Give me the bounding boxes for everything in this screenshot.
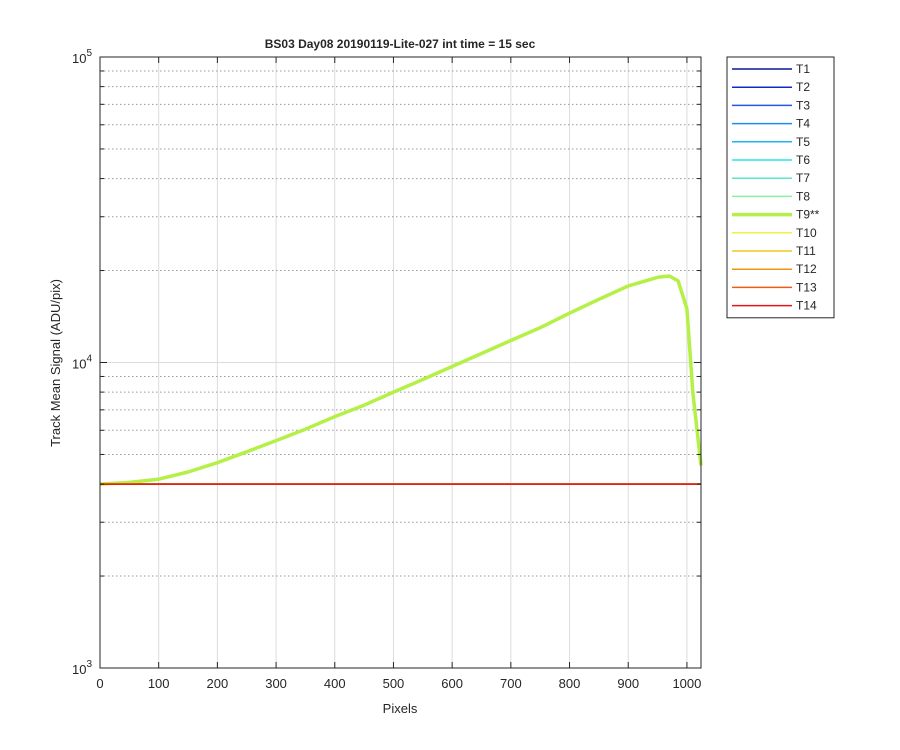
grid: [100, 57, 701, 668]
x-tick-label: 1000: [672, 676, 701, 691]
x-tick-label: 100: [148, 676, 170, 691]
y-tick-label-base: 10: [72, 357, 86, 372]
x-axis-label: Pixels: [383, 701, 418, 716]
legend-label: T10: [796, 226, 817, 240]
legend-box: [726, 56, 835, 319]
legend-label: T13: [796, 280, 817, 294]
legend-label: T4: [796, 117, 810, 131]
x-tick-label: 200: [207, 676, 229, 691]
legend-item-t9[interactable]: T9**: [732, 208, 820, 222]
legend-label: T3: [796, 98, 810, 112]
y-tick-label-base: 10: [72, 662, 86, 677]
legend-label: T11: [796, 244, 816, 258]
y-tick-label-base: 10: [72, 51, 86, 66]
legend-item-t13[interactable]: T13: [732, 280, 817, 294]
legend-label: T8: [796, 189, 810, 203]
legend-label: T2: [796, 80, 810, 94]
x-tick-label: 300: [265, 676, 287, 691]
legend-item-t1[interactable]: T1: [732, 62, 810, 76]
legend[interactable]: T1 T2 T3 T4 T5 T6 T7 T8 T9** T10 T11 T12 T13 T14: [726, 56, 835, 319]
legend-item-t4[interactable]: T4: [732, 117, 810, 131]
y-tick-label-exponent: 3: [86, 659, 92, 670]
x-tick-label: 0: [96, 676, 103, 691]
y-axis-label: Track Mean Signal (ADU/pix): [48, 279, 63, 447]
legend-label: T6: [796, 153, 810, 167]
legend-label: T7: [796, 171, 810, 185]
series-lines: [99, 274, 703, 486]
y-tick-label: 103: [72, 659, 92, 677]
y-tick-label: 105: [72, 48, 92, 66]
chart-title: BS03 Day08 20190119-Lite-027 int time = …: [265, 37, 536, 51]
legend-item-t11[interactable]: T11: [732, 244, 816, 258]
y-tick-label-exponent: 4: [86, 354, 92, 365]
legend-label: T9**: [796, 208, 820, 222]
legend-item-t14[interactable]: T14: [732, 299, 817, 313]
tick-labels: 0 100 200 300 400 500 600 700 800 900 100010310410…: [72, 48, 701, 691]
legend-label: T5: [796, 135, 810, 149]
legend-label: T14: [796, 299, 817, 313]
y-tick-label-exponent: 5: [86, 48, 92, 59]
series-line-t9: [99, 274, 703, 486]
legend-label: T12: [796, 262, 817, 276]
x-tick-label: 600: [441, 676, 463, 691]
x-tick-label: 900: [617, 676, 639, 691]
x-tick-label: 500: [383, 676, 405, 691]
x-tick-label: 400: [324, 676, 346, 691]
legend-item-t6[interactable]: T6: [732, 153, 810, 167]
legend-label: T1: [796, 62, 810, 76]
legend-item-t8[interactable]: T8: [732, 189, 810, 203]
legend-item-t12[interactable]: T12: [732, 262, 817, 276]
legend-item-t5[interactable]: T5: [732, 135, 810, 149]
legend-item-t2[interactable]: T2: [732, 80, 810, 94]
y-tick-label: 104: [72, 354, 92, 372]
axes: [99, 56, 702, 669]
x-tick-label: 700: [500, 676, 522, 691]
legend-item-t3[interactable]: T3: [732, 98, 810, 112]
legend-item-t7[interactable]: T7: [732, 171, 810, 185]
legend-item-t10[interactable]: T10: [732, 226, 817, 240]
x-tick-label: 800: [559, 676, 581, 691]
